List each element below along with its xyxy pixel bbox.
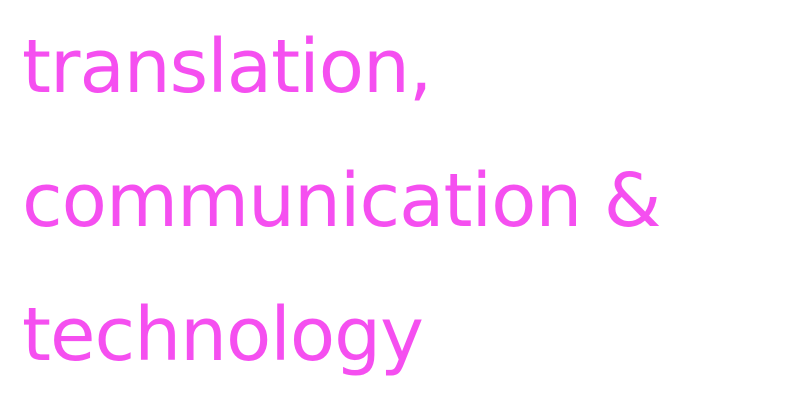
headline-line-2: communication & bbox=[22, 158, 662, 244]
headline-line-1: translation, bbox=[22, 24, 432, 110]
headline: translation, communication & technology bbox=[22, 0, 792, 402]
headline-line-3: technology bbox=[22, 292, 424, 378]
